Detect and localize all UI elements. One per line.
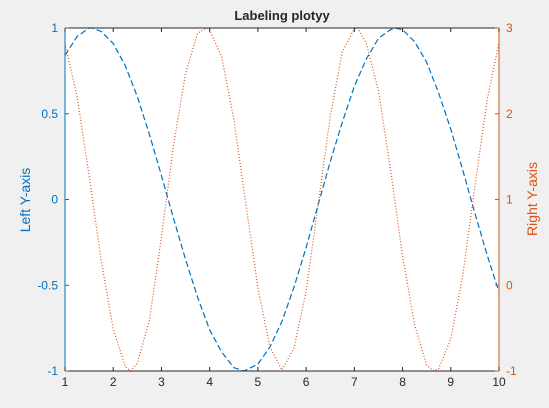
right-tick-label: 0: [506, 278, 513, 292]
axes-background: [65, 28, 499, 371]
left-series-line: [64, 27, 500, 372]
left-tick-label: 1: [51, 21, 58, 35]
x-tick-label: 7: [351, 375, 358, 389]
right-tick-label: -1: [506, 364, 517, 378]
x-tick-label: 10: [492, 375, 506, 389]
x-axis-ticks: 1 2 3 4 5 6 7 8 9 10: [62, 28, 506, 389]
left-tick-label: -1: [47, 364, 58, 378]
x-tick-label: 1: [62, 375, 69, 389]
axes-frame: [64, 27, 500, 372]
left-axis-ticks: -1 -0.5 0 0.5 1: [37, 21, 69, 378]
x-tick-label: 2: [110, 375, 117, 389]
x-tick-label: 8: [399, 375, 406, 389]
right-series-line: [64, 27, 500, 372]
left-tick-label: -0.5: [37, 278, 58, 292]
right-tick-label: 3: [506, 21, 513, 35]
x-tick-label: 6: [303, 375, 310, 389]
right-axis-label: Right Y-axis: [524, 162, 540, 236]
x-tick-label: 3: [158, 375, 165, 389]
left-tick-label: 0.5: [41, 107, 58, 121]
right-axis-ticks: -1 0 1 2 3: [495, 21, 517, 378]
right-tick-label: 1: [506, 193, 513, 207]
chart-title: Labeling plotyy: [234, 8, 330, 23]
right-tick-label: 2: [506, 107, 513, 121]
x-tick-label: 5: [255, 375, 262, 389]
left-tick-label: 0: [51, 193, 58, 207]
series-layer: [64, 27, 500, 372]
left-axis-label: Left Y-axis: [17, 168, 33, 233]
x-tick-label: 9: [447, 375, 454, 389]
x-tick-label: 4: [206, 375, 213, 389]
